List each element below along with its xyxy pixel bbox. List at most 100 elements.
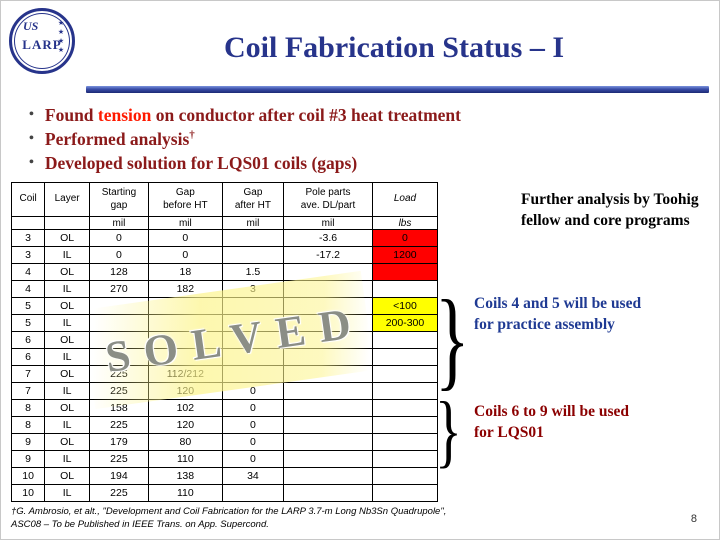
table-cell: 179 [88, 433, 149, 451]
table-cell [371, 399, 439, 417]
table-cell [371, 433, 439, 451]
table-row: 10 IL 225 110 [10, 484, 439, 502]
table-header: Coil Layer Starting gap Gap before HT Ga… [10, 182, 439, 230]
table-cell: 200-300 [371, 314, 439, 332]
table-cell: 0 [221, 399, 285, 417]
table-cell: OL [44, 467, 90, 485]
footnote: †G. Ambrosio, et alt., "Development and … [11, 505, 571, 531]
unit-cell-mil: mil [88, 216, 149, 230]
table-cell: 10 [10, 484, 46, 502]
bullet-item-2: • Performed analysis† [29, 127, 694, 151]
col-header-load: Load [371, 182, 439, 217]
table-cell: 0 [221, 433, 285, 451]
table-cell: 34 [221, 467, 285, 485]
table-cell: IL [44, 280, 90, 298]
table-row: 3 OL 0 0 -3.6 0 [10, 229, 439, 247]
bullet-text: Performed analysis† [45, 127, 195, 151]
table-cell [283, 484, 373, 502]
table-cell: 6 [10, 348, 46, 366]
header-label-row: Coil Layer Starting gap Gap before HT Ga… [10, 182, 439, 217]
table-cell [371, 467, 439, 485]
unit-cell-mil: mil [283, 216, 373, 230]
table-cell [283, 399, 373, 417]
table-cell: 8 [10, 399, 46, 417]
table-cell: 7 [10, 382, 46, 400]
table-cell: IL [44, 348, 90, 366]
page-number: 8 [690, 513, 697, 525]
table-cell: 5 [10, 297, 46, 315]
table-cell: 9 [10, 450, 46, 468]
table-cell: 0 [147, 229, 223, 247]
unit-cell [10, 216, 46, 230]
slide-title: Coil Fabrication Status – I [223, 31, 565, 64]
table-cell: 110 [147, 450, 223, 468]
table-cell [371, 365, 439, 383]
table-cell: 225 [88, 416, 149, 434]
brace-coils-4-5: } [435, 276, 470, 401]
bullet-1-post: on conductor after coil #3 heat treatmen… [151, 105, 461, 125]
table-cell [221, 484, 285, 502]
table-cell: 7 [10, 365, 46, 383]
table-cell: 110 [147, 484, 223, 502]
table-cell [371, 450, 439, 468]
col-header-gap-after-ht: Gap after HT [221, 182, 285, 217]
table-cell: 194 [88, 467, 149, 485]
brace-coils-6-9: } [435, 386, 462, 477]
table-cell [371, 484, 439, 502]
table-cell: 8 [10, 416, 46, 434]
table-cell [283, 416, 373, 434]
unit-cell [44, 216, 90, 230]
table-row: 10 OL 194 138 34 [10, 467, 439, 485]
table-cell: 225 [88, 484, 149, 502]
table-cell [221, 246, 285, 264]
bullet-marker: • [29, 131, 34, 146]
table-cell [371, 280, 439, 298]
table-cell: 102 [147, 399, 223, 417]
table-cell: OL [44, 331, 90, 349]
table-cell: 0 [371, 229, 439, 247]
table-cell: 6 [10, 331, 46, 349]
bullet-item-3: • Developed solution for LQS01 coils (ga… [29, 151, 694, 175]
table-cell [371, 348, 439, 366]
col-header-gap-before-ht: Gap before HT [147, 182, 223, 217]
title-divider [86, 86, 709, 93]
table-cell: IL [44, 450, 90, 468]
table-cell: 1200 [371, 246, 439, 264]
table-cell: 10 [10, 467, 46, 485]
table-cell: <100 [371, 297, 439, 315]
table-cell: 0 [88, 229, 149, 247]
note-further-analysis: Further analysis by Toohig fellow and co… [521, 191, 699, 229]
table-cell: -17.2 [283, 246, 373, 264]
table-cell: 225 [88, 450, 149, 468]
table-cell [371, 416, 439, 434]
bullet-list: • Found tension on conductor after coil … [29, 103, 694, 175]
table-cell: -3.6 [283, 229, 373, 247]
table-cell [283, 433, 373, 451]
table-cell: OL [44, 399, 90, 417]
logo-ring: US LARP ★★★★ [9, 8, 75, 74]
table-cell: IL [44, 484, 90, 502]
bullet-marker: • [29, 107, 34, 122]
table-cell: IL [44, 382, 90, 400]
bullet-3-text: Developed solution for LQS01 coils (gaps… [44, 153, 358, 173]
logo-stars-icon: ★★★★ [57, 19, 65, 55]
bullet-2-text: Performed analysis [44, 129, 190, 149]
header-units-row: mil mil mil mil lbs [10, 216, 439, 230]
table-cell: 4 [10, 280, 46, 298]
table-cell: IL [44, 416, 90, 434]
bullet-marker: • [29, 155, 34, 170]
table-cell: 0 [88, 246, 149, 264]
table-cell [283, 382, 373, 400]
footnote-line-1: †G. Ambrosio, et alt., "Development and … [11, 506, 447, 517]
unit-cell-mil: mil [221, 216, 285, 230]
us-larp-logo: US LARP ★★★★ [9, 8, 79, 78]
table-row: 4 OL 128 18 1.5 [10, 263, 439, 281]
bullet-text: Found tension on conductor after coil #3… [45, 103, 461, 127]
logo-text-larp: LARP [22, 37, 62, 52]
table-row: 9 OL 179 80 0 [10, 433, 439, 451]
note-coils-4-5: Coils 4 and 5 will be used for practice … [474, 295, 642, 333]
table-cell: 120 [147, 416, 223, 434]
table-cell [221, 229, 285, 247]
table-cell [371, 263, 439, 281]
